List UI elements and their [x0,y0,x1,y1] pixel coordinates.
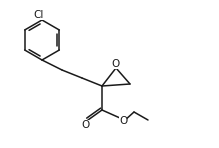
Text: O: O [119,116,127,126]
Text: O: O [81,120,89,130]
Text: O: O [112,58,120,69]
Text: Cl: Cl [34,10,44,20]
